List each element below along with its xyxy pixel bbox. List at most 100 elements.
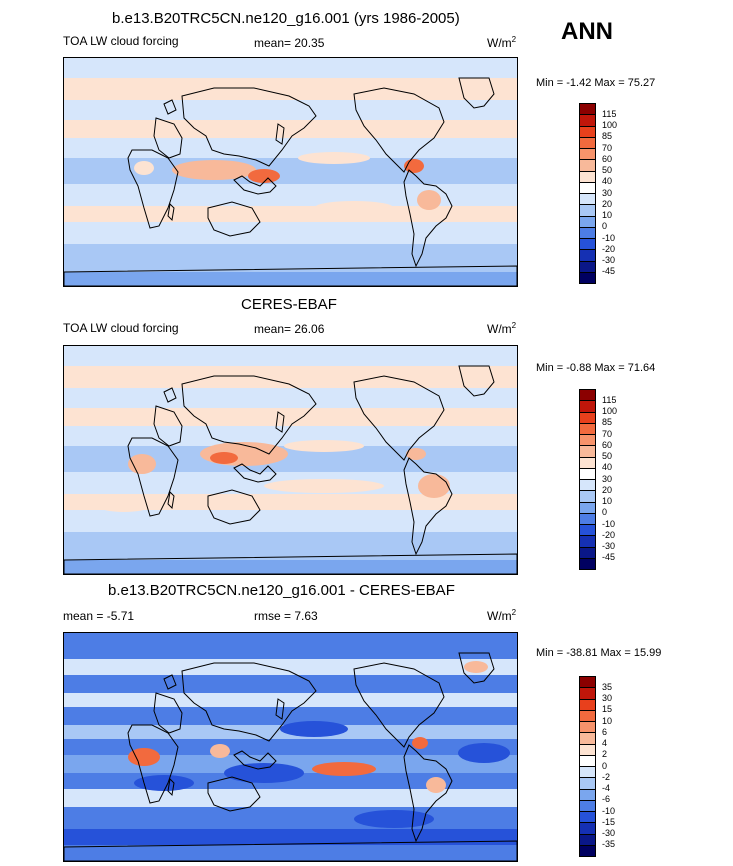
colorbar-tick-label: -35 [602, 839, 616, 850]
coastline [275, 123, 285, 145]
coastline [64, 840, 517, 861]
colorbar-tick-label: 2 [602, 749, 608, 760]
coastline [127, 149, 179, 229]
colorbar-tick-label: -10 [602, 805, 616, 816]
coastline [207, 489, 261, 525]
coastline [207, 776, 261, 812]
field-anomaly [134, 775, 194, 791]
panel2-units-label: W/m2 [487, 321, 517, 336]
field-band [64, 755, 517, 773]
panel3-rmse-label: rmse = 7.63 [254, 609, 318, 623]
map-field-svg [64, 58, 517, 286]
field-anomaly [416, 121, 472, 135]
coastline [403, 169, 453, 268]
colorbar-swatch [579, 844, 596, 857]
season-label: ANN [561, 18, 613, 45]
colorbar-tick-label: 100 [602, 406, 618, 416]
field-band [64, 388, 517, 408]
field-anomaly [264, 479, 384, 493]
field-band [64, 346, 517, 366]
coastline [163, 99, 177, 115]
field-band [64, 807, 517, 829]
field-anomaly [314, 201, 394, 215]
coastline [127, 437, 179, 517]
panel1-variable-label: TOA LW cloud forcing [63, 34, 179, 48]
colorbar-tick-label: 70 [602, 142, 613, 153]
colorbar-tick-label: 0 [602, 221, 608, 232]
colorbar-tick-label: 60 [602, 153, 613, 164]
coastline [181, 87, 317, 167]
coastline [458, 77, 495, 109]
field-anomaly [464, 661, 488, 673]
colorbar-tick-label: -2 [602, 771, 611, 782]
field-anomaly [210, 452, 238, 464]
colorbar-tick-label: -30 [602, 255, 616, 265]
colorbar-tick-label: -6 [602, 794, 611, 805]
panel2-variable-label: TOA LW cloud forcing [63, 321, 179, 335]
field-band [64, 244, 517, 272]
panel2-mean-label: mean= 26.06 [254, 322, 325, 336]
panel1-map [63, 57, 518, 287]
field-anomaly [248, 169, 280, 183]
field-band [64, 408, 517, 426]
colorbar-tick-label: 30 [602, 693, 613, 703]
panel3-title: b.e13.B20TRC5CN.ne120_g16.001 - CERES-EB… [108, 582, 455, 599]
field-band [64, 675, 517, 693]
colorbar-tick-label: 40 [602, 176, 613, 187]
field-anomaly [417, 190, 441, 210]
field-band [64, 789, 517, 807]
field-anomaly [418, 474, 450, 498]
field-anomaly [98, 500, 150, 512]
colorbar-tick-label: 15 [602, 704, 613, 715]
coastline [207, 201, 261, 237]
panel3-colorbar: 35 30 15 10 6 4 2 0 -2 -4 -6 -10 -15 -30 -35 [579, 676, 615, 857]
coastline [167, 490, 175, 510]
colorbar-tick-label: -20 [602, 243, 616, 254]
field-anomaly [298, 152, 370, 164]
field-anomaly [128, 454, 156, 474]
coastline [233, 750, 277, 770]
field-band [64, 510, 517, 532]
colorbar-tick-label: 0 [602, 507, 608, 518]
panel1-title: b.e13.B20TRC5CN.ne120_g16.001 (yrs 1986-… [112, 10, 460, 27]
colorbar-tick-label: -4 [602, 783, 611, 793]
coastline [64, 265, 517, 286]
field-band [64, 532, 517, 560]
coastline [181, 375, 317, 455]
coastline [275, 411, 285, 433]
field-anomaly [280, 721, 348, 737]
colorbar-tick-label: 20 [602, 198, 613, 209]
field-band [64, 100, 517, 120]
colorbar-tick-label: 4 [602, 738, 608, 748]
colorbar-tick-label: 50 [602, 451, 613, 461]
panel1-minmax: Min = -1.42 Max = 75.27 [536, 77, 656, 89]
coastline [153, 692, 183, 734]
coastline [181, 662, 317, 742]
colorbar-tick-label: 30 [602, 473, 613, 484]
field-anomaly [284, 440, 364, 452]
field-band [64, 272, 517, 286]
field-anomaly [458, 743, 510, 763]
coastline [153, 117, 183, 159]
field-band [64, 426, 517, 446]
panel2-title: CERES-EBAF [241, 296, 337, 313]
panel2-colorbar: 115 100 85 70 60 50 40 30 20 10 0 -10 -20 -30 -45 [579, 389, 617, 570]
panel3-minmax: Min = -38.81 Max = 15.99 [536, 647, 662, 659]
colorbar-tick-label: 35 [602, 681, 613, 692]
coastline [153, 405, 183, 447]
coastline [353, 87, 445, 173]
colorbar-tick-label: 100 [602, 120, 618, 130]
panel2-minmax: Min = -0.88 Max = 71.64 [536, 362, 656, 374]
panel3-mean-label: mean = -5.71 [63, 609, 135, 623]
panel1-units-label: W/m2 [487, 35, 517, 50]
coastline [167, 202, 175, 222]
field-band [64, 829, 517, 845]
field-anomaly [354, 810, 434, 828]
colorbar-tick-label: -10 [602, 518, 616, 529]
colorbar-tick-label: 10 [602, 210, 613, 220]
field-anomaly [134, 161, 154, 175]
colorbar-tick-label: 115 [602, 394, 617, 405]
field-band [64, 366, 517, 388]
field-band [64, 222, 517, 244]
map-field-svg [64, 633, 517, 861]
